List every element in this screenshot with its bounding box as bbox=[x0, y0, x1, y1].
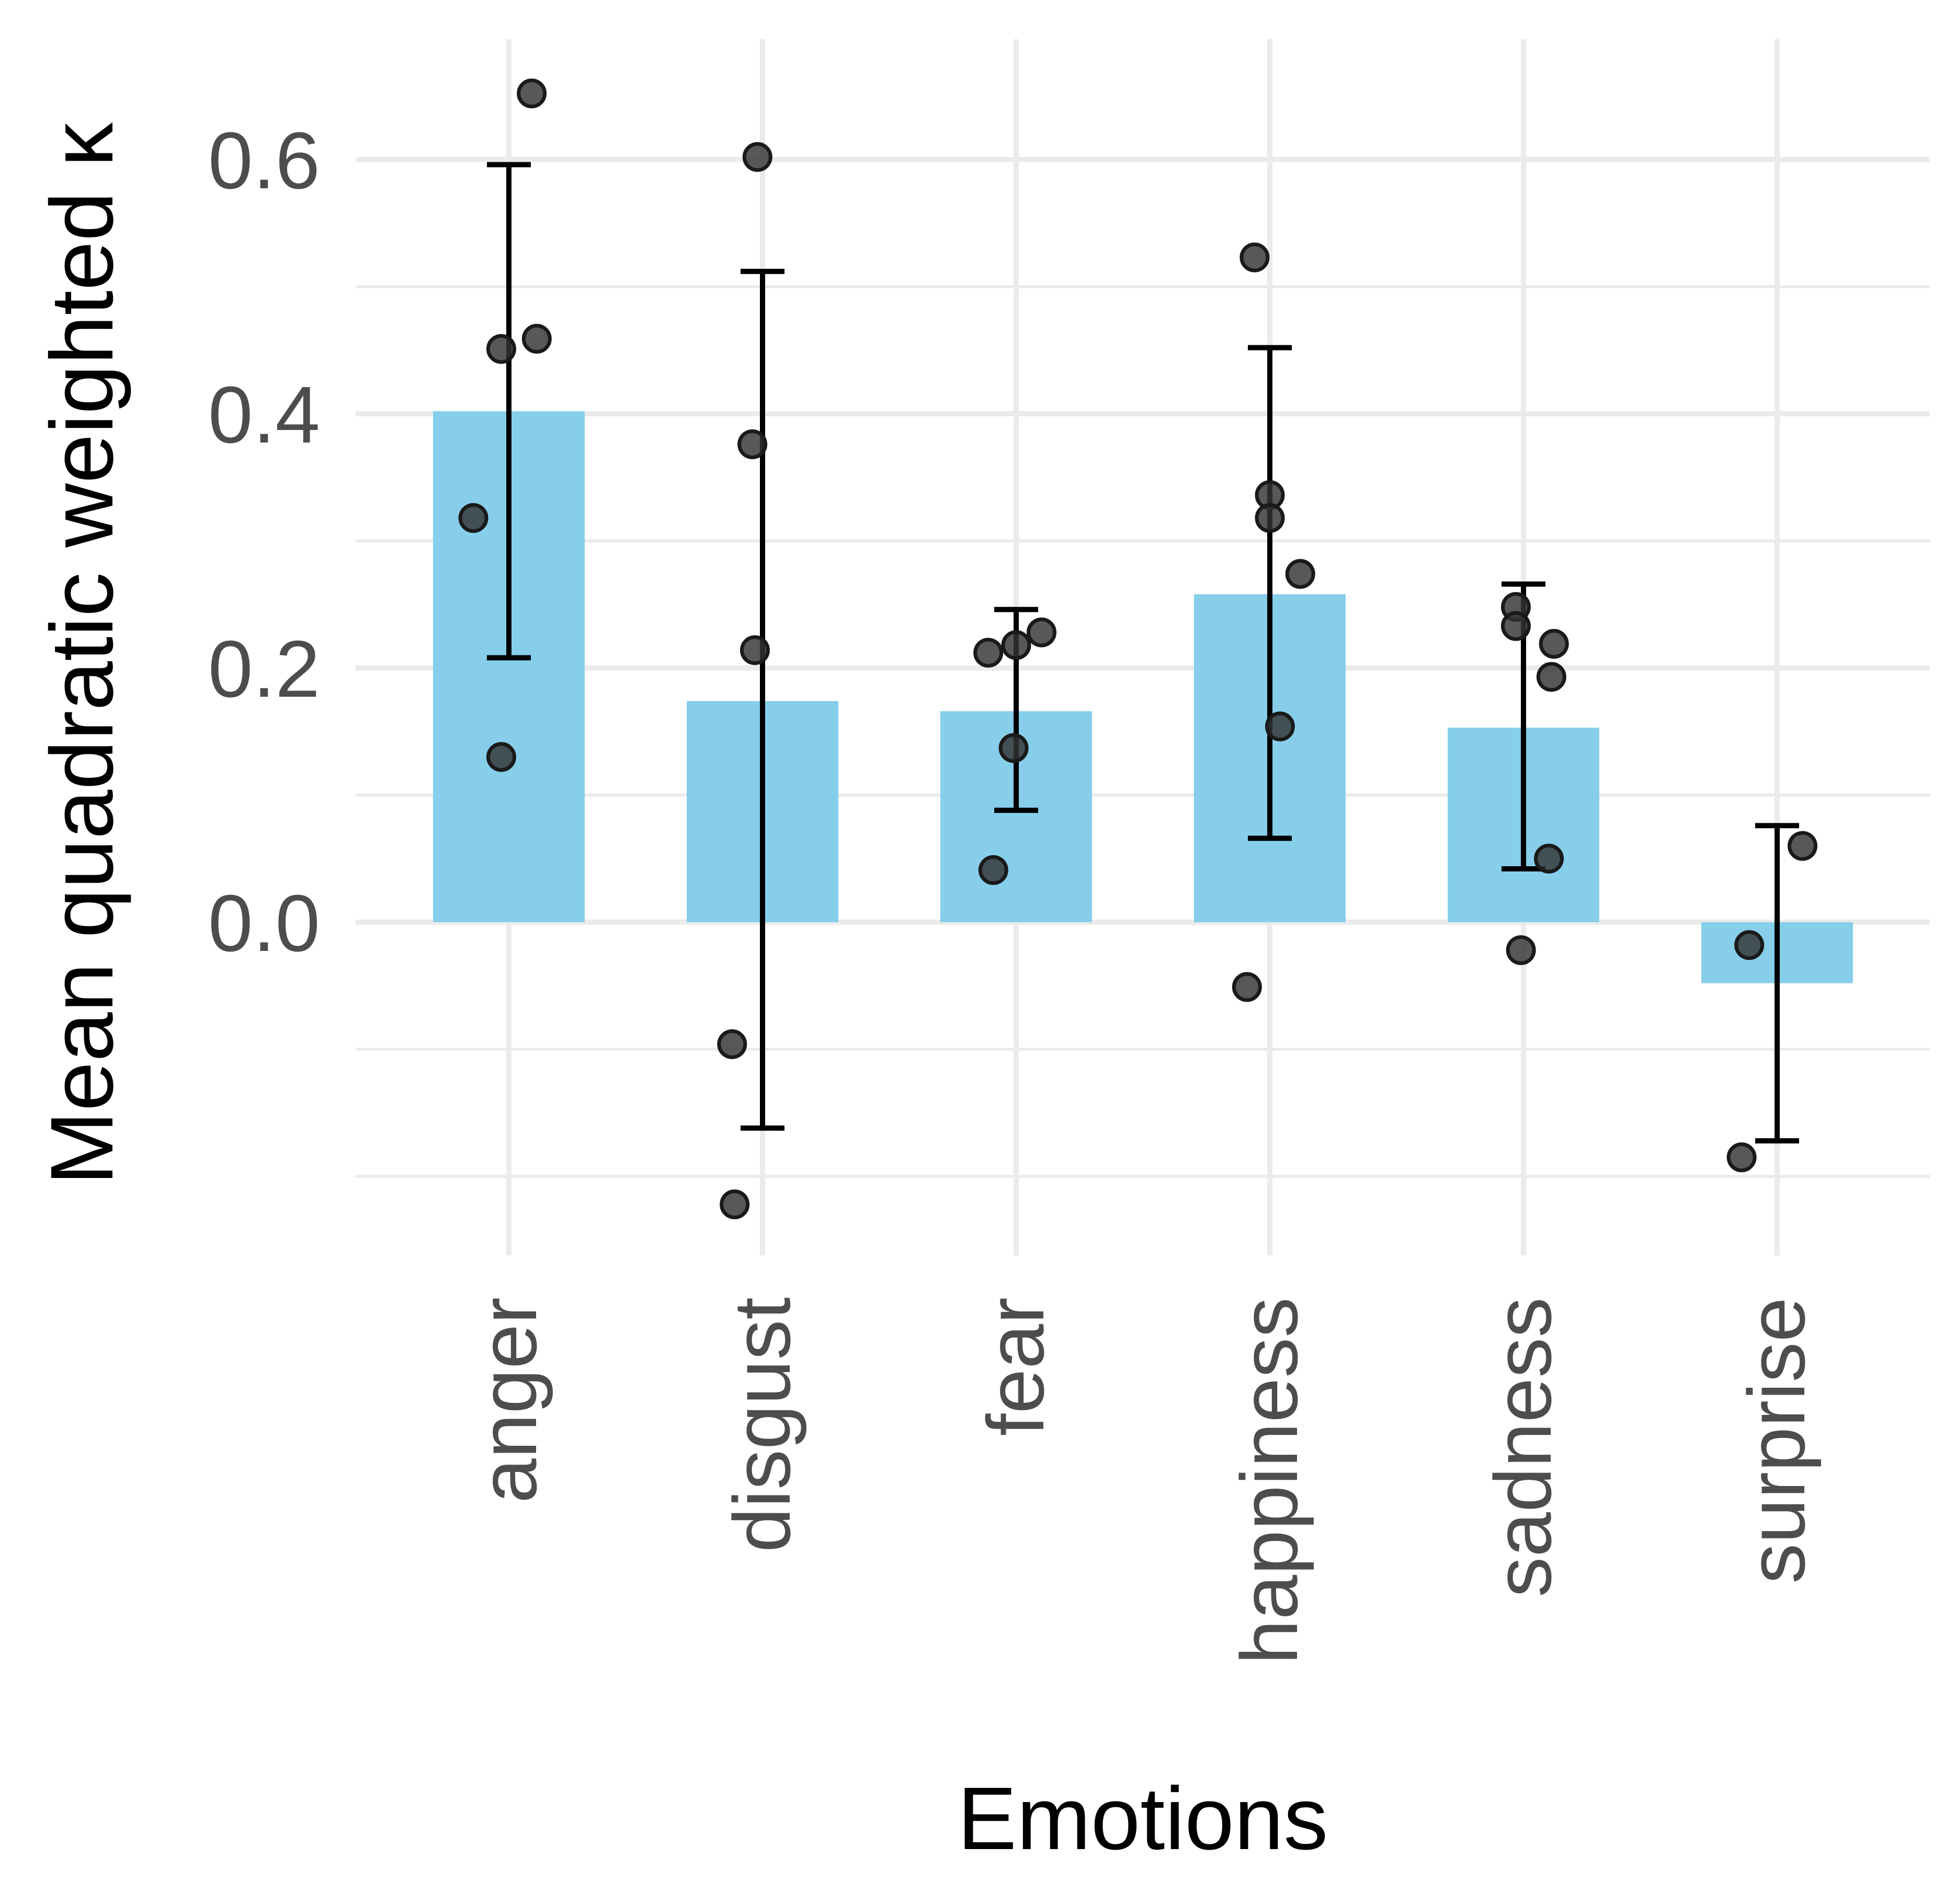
y-tick-label: 0.6 bbox=[208, 116, 320, 206]
data-point-sadness bbox=[1500, 611, 1531, 641]
data-point-fear bbox=[1001, 630, 1031, 660]
data-points bbox=[458, 78, 1817, 1219]
data-point-surprise bbox=[1726, 1142, 1757, 1173]
error-bar-surprise bbox=[1755, 823, 1799, 1143]
data-point-happiness bbox=[1255, 503, 1285, 533]
data-point-disgust bbox=[720, 1189, 750, 1219]
data-point-happiness bbox=[1232, 972, 1262, 1002]
data-point-happiness bbox=[1285, 559, 1315, 589]
data-point-happiness bbox=[1239, 242, 1270, 273]
x-tick-label-sadness: sadness bbox=[1478, 1297, 1568, 1597]
data-point-sadness bbox=[1536, 662, 1566, 692]
y-tick-label: 0.2 bbox=[208, 624, 320, 714]
y-axis-ticks: 0.0 0.2 0.4 0.6 bbox=[208, 116, 320, 968]
grid bbox=[356, 39, 1930, 1255]
error-bars bbox=[487, 162, 1799, 1143]
y-tick-label: 0.4 bbox=[208, 370, 320, 460]
data-point-fear bbox=[978, 855, 1008, 885]
bars bbox=[433, 411, 1853, 983]
data-point-anger bbox=[458, 503, 488, 533]
x-tick-label-happiness: happiness bbox=[1224, 1297, 1314, 1664]
data-point-anger bbox=[517, 78, 547, 109]
data-point-fear bbox=[973, 638, 1004, 668]
error-bar-happiness bbox=[1248, 345, 1292, 841]
data-point-anger bbox=[486, 742, 516, 772]
error-bar-anger bbox=[487, 162, 531, 661]
y-axis-title: Mean quadratic weighted κ bbox=[32, 122, 132, 1185]
data-point-disgust bbox=[742, 142, 772, 172]
data-point-anger bbox=[486, 334, 516, 364]
data-point-fear bbox=[1027, 617, 1056, 648]
data-point-disgust bbox=[717, 1029, 747, 1059]
x-tick-label-anger: anger bbox=[463, 1297, 553, 1503]
data-point-sadness bbox=[1539, 629, 1569, 659]
data-point-fear bbox=[998, 733, 1029, 763]
x-tick-label-fear: fear bbox=[971, 1297, 1061, 1436]
x-axis-ticks: anger disgust fear happiness sadness surprise bbox=[463, 1297, 1822, 1664]
data-point-sadness bbox=[1534, 844, 1564, 874]
data-point-happiness bbox=[1265, 711, 1295, 742]
x-tick-label-disgust: disgust bbox=[717, 1297, 807, 1552]
data-point-disgust bbox=[740, 635, 770, 665]
y-tick-label: 0.0 bbox=[208, 878, 320, 968]
x-tick-label-surprise: surprise bbox=[1732, 1297, 1822, 1584]
data-point-sadness bbox=[1506, 935, 1536, 965]
data-point-anger bbox=[521, 324, 552, 354]
data-point-surprise bbox=[1788, 831, 1817, 861]
error-bar-disgust bbox=[741, 268, 784, 1131]
data-point-disgust bbox=[737, 429, 768, 459]
data-point-surprise bbox=[1734, 930, 1765, 960]
x-axis-title: Emotions bbox=[958, 1769, 1328, 1868]
